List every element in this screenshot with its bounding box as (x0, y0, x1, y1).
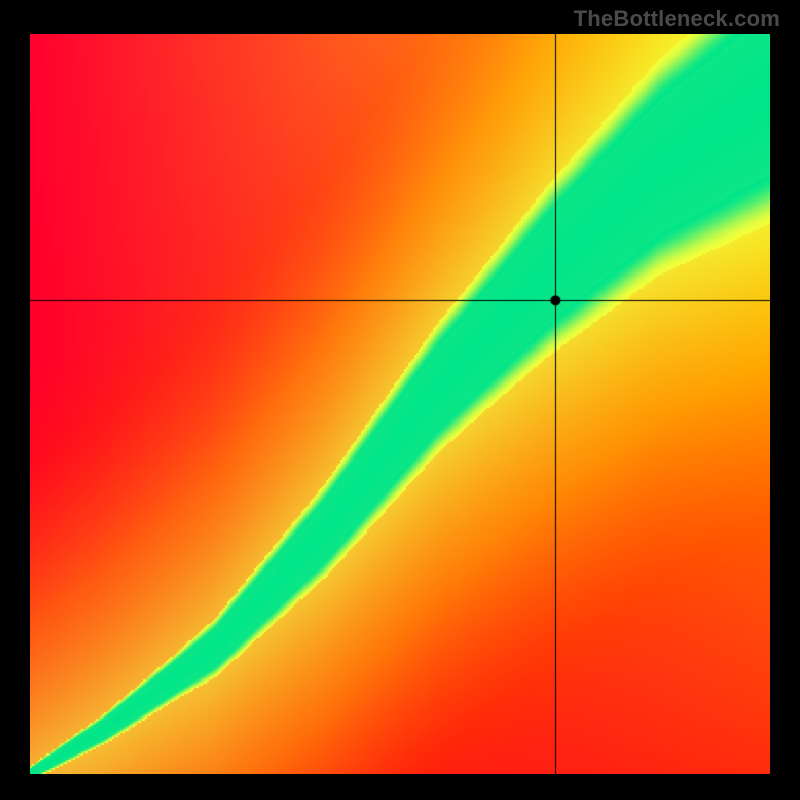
stage: { "canvas": { "width": 800, "height": 80… (0, 0, 800, 800)
watermark-text: TheBottleneck.com (574, 6, 780, 32)
bottleneck-heatmap (30, 34, 770, 774)
